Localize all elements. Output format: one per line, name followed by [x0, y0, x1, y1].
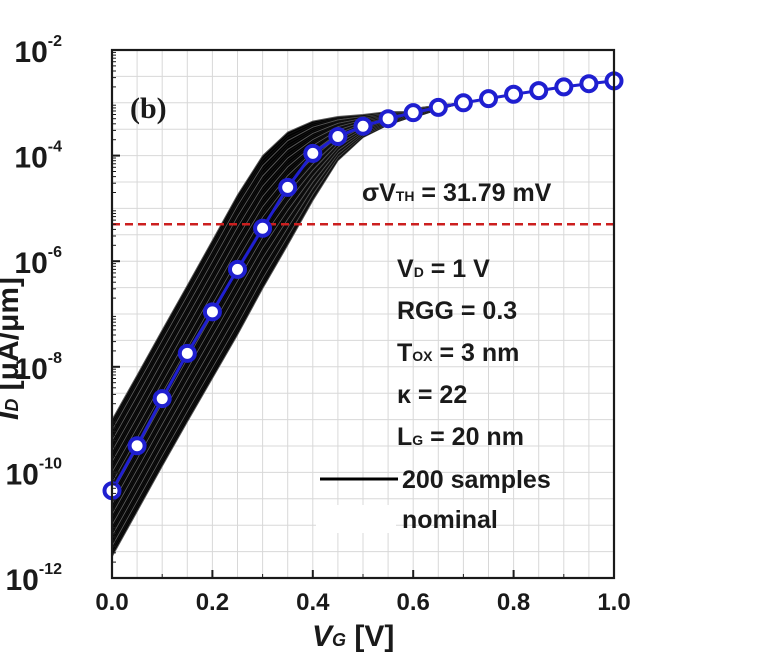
nominal-point — [378, 109, 398, 129]
x-tick-label: 1.0 — [597, 589, 630, 616]
x-tick-label: 0.0 — [95, 589, 128, 616]
nominal-point — [202, 302, 222, 322]
nominal-point — [353, 116, 373, 136]
x-axis-title: VG [V] — [312, 620, 394, 653]
kappa-annotation: κ = 22 — [397, 381, 467, 409]
sigma-vth-annotation: σVTH = 31.79 mV — [362, 179, 552, 207]
nominal-point — [177, 343, 197, 363]
legend-samples-label: 200 samples — [402, 466, 551, 494]
nominal-point — [479, 89, 498, 109]
lg-annotation: LG = 20 nm — [397, 423, 524, 451]
rgg-annotation: RGG = 0.3 — [397, 297, 517, 325]
y-tick-label: 10-6 — [14, 244, 62, 280]
y-tick-label: 10-8 — [14, 350, 62, 386]
nominal-point — [303, 143, 323, 163]
y-axis-title: ID [μA/μm] — [0, 277, 25, 420]
x-tick-label: 0.8 — [497, 589, 530, 616]
y-tick-label: 10-2 — [14, 33, 62, 69]
panel-label: (b) — [130, 92, 167, 125]
y-tick-label: 10-4 — [14, 139, 62, 175]
nominal-point — [504, 84, 524, 104]
y-tick-label: 10-12 — [6, 561, 63, 597]
nominal-point — [228, 259, 247, 279]
legend-nominal-label: nominal — [402, 506, 498, 534]
y-tick-label: 10-10 — [6, 455, 63, 491]
nominal-point — [428, 97, 448, 117]
nominal-series — [102, 71, 624, 501]
legend-nominal-swatch — [316, 505, 396, 533]
nominal-point — [278, 177, 298, 197]
x-tick-label: 0.2 — [196, 589, 229, 616]
nominal-point — [529, 81, 549, 101]
nominal-point — [127, 436, 147, 456]
vd-annotation: VD = 1 V — [397, 255, 490, 283]
x-tick-label: 0.6 — [397, 589, 430, 616]
legend: 200 samples nominal — [316, 466, 551, 534]
tox-annotation: TOX = 3 nm — [397, 339, 519, 367]
nominal-point — [579, 74, 599, 94]
nominal-point — [554, 77, 574, 97]
nominal-point — [152, 389, 172, 409]
nominal-point — [403, 103, 423, 123]
nominal-point — [453, 93, 473, 113]
nominal-point — [253, 218, 273, 238]
nominal-point — [328, 127, 348, 147]
axis-ticks: 0.0 0.2 0.4 0.6 0.8 1.0 10-2 10-4 10-6 10-8 10-10 1… — [6, 33, 631, 616]
x-tick-label: 0.4 — [296, 589, 330, 616]
